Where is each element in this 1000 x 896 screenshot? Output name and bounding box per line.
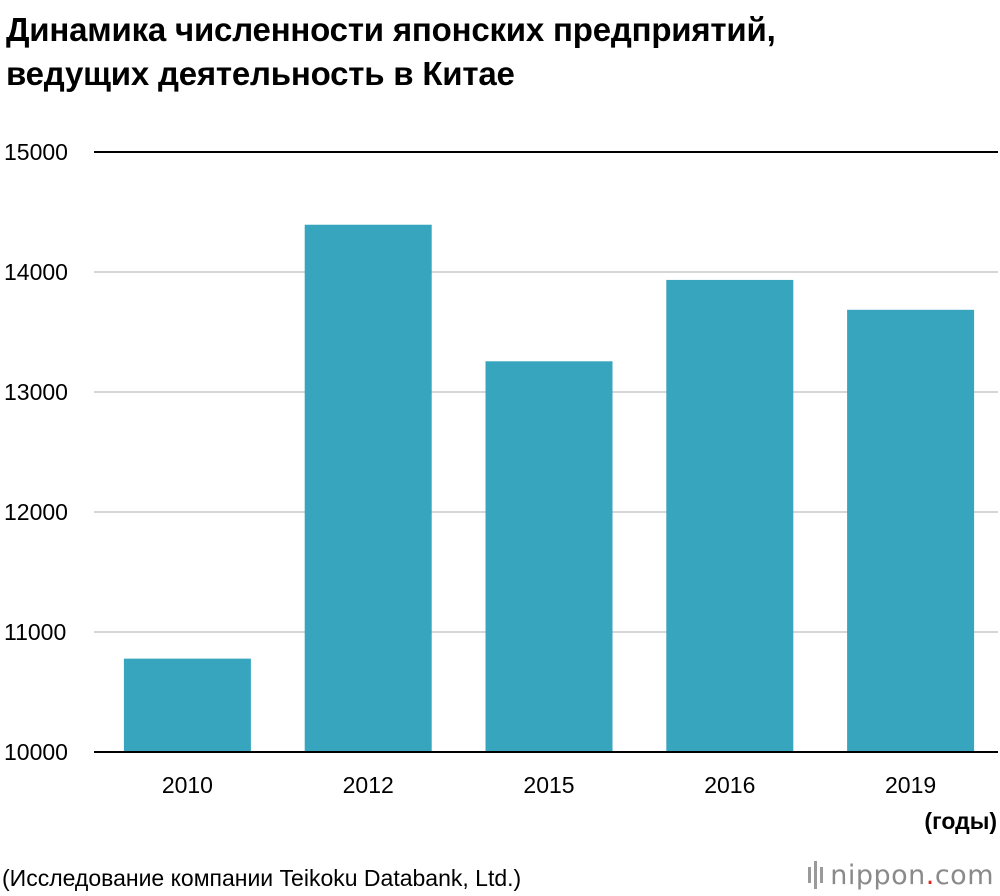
x-tick-label: 2012 [343,772,394,798]
bar-2019 [847,309,975,752]
x-axis-unit-label: (годы) [924,808,997,834]
bar-2010 [123,658,251,752]
x-tick-label: 2010 [162,772,213,798]
y-tick-label: 15000 [4,139,68,165]
source-note: (Исследование компании Teikoku Databank,… [2,865,522,891]
y-tick-label: 10000 [4,739,68,765]
logo-name: nippon [830,859,926,891]
x-axis-ticks: 2010 2012 2015 2016 2019 [162,772,936,798]
bar-2012 [304,224,432,753]
y-axis-ticks: 10000 11000 12000 13000 14000 15000 [4,139,68,765]
bars [94,224,998,753]
nippon-bars-icon [808,861,824,889]
chart-title: Динамика численности японских предприяти… [6,8,996,96]
y-tick-label: 12000 [4,499,68,525]
logo-suffix: com [934,859,994,891]
y-tick-label: 11000 [4,619,66,645]
x-tick-label: 2019 [885,772,936,798]
y-tick-label: 13000 [4,379,68,405]
bar-2015 [485,361,613,752]
y-tick-label: 14000 [4,259,68,285]
bar-2016 [666,279,794,752]
logo-dot: . [925,859,935,891]
chart-title-line-1: Динамика численности японских предприяти… [6,11,776,48]
x-tick-label: 2016 [704,772,755,798]
logo-text: nippon.com [830,860,994,891]
nippon-logo: nippon.com [808,858,994,892]
chart-title-line-2: ведущих деятельность в Китае [6,55,515,92]
x-tick-label: 2015 [523,772,574,798]
